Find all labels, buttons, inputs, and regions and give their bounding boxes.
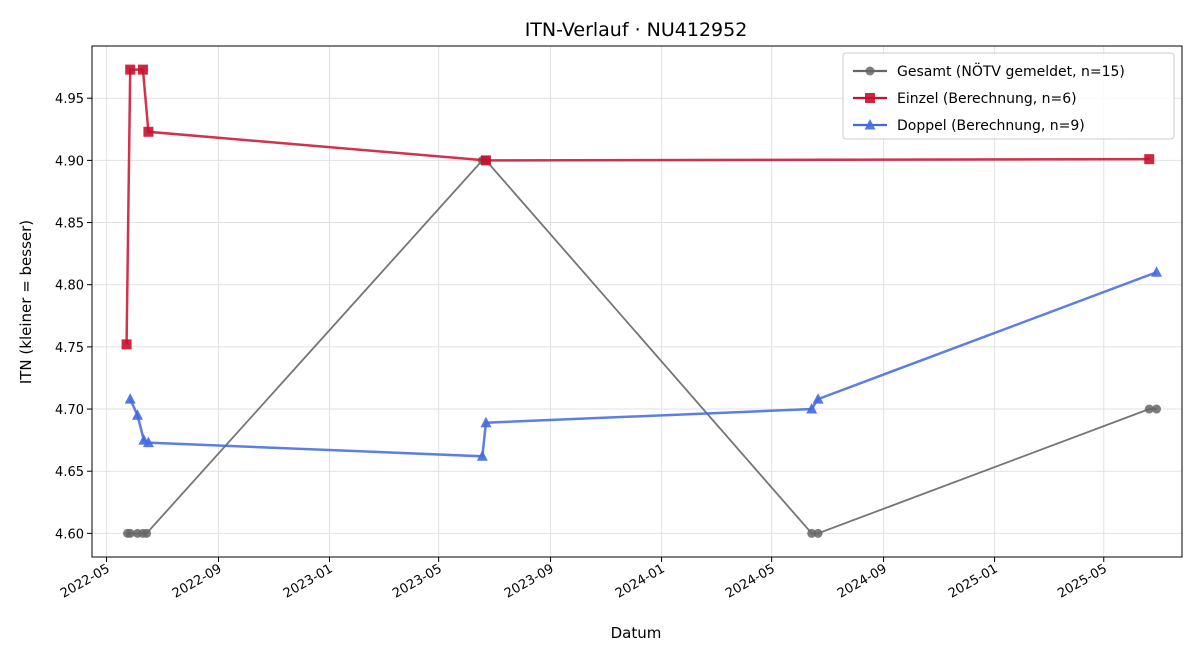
gesamt-point [813,528,823,538]
doppel-line-group [124,266,1163,461]
gesamt-point [142,528,152,538]
legend-swatch-marker [865,93,875,103]
gesamt-point [807,528,817,538]
doppel-point [142,436,154,448]
legend-label: Gesamt (NÖTV gemeldet, n=15) [897,62,1125,80]
y-tick-label: 4.85 [55,217,84,232]
y-tick-label: 4.90 [55,154,84,169]
x-tick-label: 2023-09 [502,561,557,601]
x-tick-label: 2022-09 [170,561,225,601]
einzel-point [125,64,136,75]
x-axis-title: Datum [611,624,662,642]
series-layer [121,64,1163,538]
x-tick-label: 2024-05 [723,561,778,601]
legend-label: Einzel (Berechnung, n=6) [897,91,1077,107]
x-tick-label: 2023-01 [281,561,336,601]
doppel-point [480,416,492,428]
legend-box [842,52,1175,140]
legend: Gesamt (NÖTV gemeldet, n=15) Einzel (Bere… [842,52,1175,140]
x-tick-label: 2025-05 [1055,561,1110,601]
y-axis-title: ITN (kleiner = besser) [17,220,35,384]
doppel-point [806,403,818,414]
einzel-point [143,126,154,137]
einzel-point [137,64,148,75]
x-tick-label: 2023-05 [390,561,445,601]
doppel-point [131,409,143,420]
doppel-line [129,271,1157,458]
x-axis-ticks: 2022-05 2022-09 2023-01 2023-05 2023-09 2024-… [58,557,1110,602]
doppel-point [476,450,488,461]
einzel-point [480,155,491,166]
gesamt-point [1144,404,1154,414]
einzel-line-group [121,64,1155,350]
doppel-point [1151,266,1163,277]
x-tick-label: 2024-01 [613,561,668,601]
plot-frame [91,45,1183,558]
y-tick-label: 4.95 [55,92,84,107]
legend-label: Doppel (Berechnung, n=9) [897,118,1085,134]
y-tick-label: 4.65 [55,465,84,480]
y-tick-label: 4.60 [55,527,84,542]
y-tick-label: 4.75 [55,341,84,356]
doppel-point [124,393,136,404]
einzel-point [121,339,132,350]
x-tick-label: 2025-01 [946,561,1001,601]
einzel-point [1144,154,1155,165]
legend-swatch-marker [864,119,876,130]
legend-swatch-marker [865,66,875,76]
gesamt-point [1152,404,1162,414]
y-axis-ticks: 4.60 4.65 4.70 4.75 4.80 4.85 4.90 4.95 [55,92,92,542]
x-tick-label: 2022-05 [58,561,113,601]
gesamt-point [125,528,135,538]
chart-title: ITN-Verlauf · NU412952 [525,19,748,41]
doppel-point [812,393,824,404]
y-tick-label: 4.70 [55,403,84,418]
x-tick-label: 2024-09 [835,561,890,601]
einzel-line [125,68,1150,345]
y-tick-label: 4.80 [55,279,84,294]
